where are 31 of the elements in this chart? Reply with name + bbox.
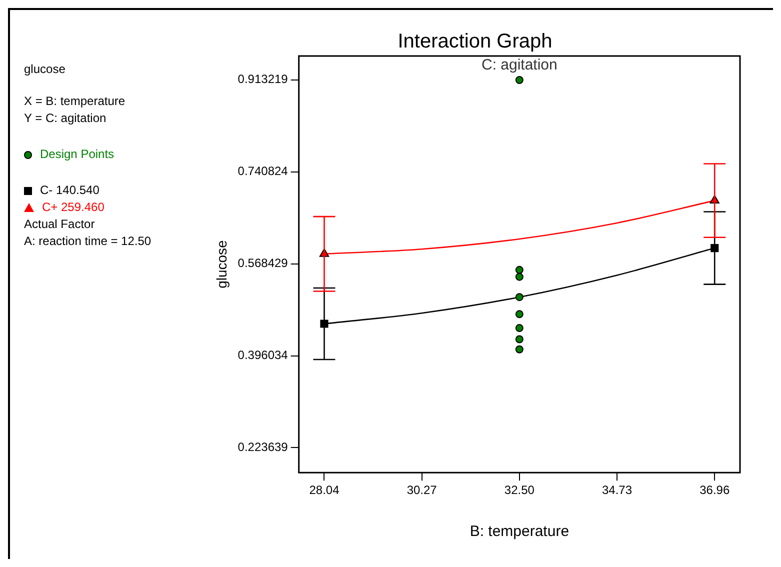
x-tick-label: 34.73 [602,483,632,498]
legend-label: Design Points [39,147,116,161]
y-tick-label: 0.913219 [238,72,288,86]
x-tick-label: 36.96 [700,483,730,498]
y-tick-label: 0.568429 [238,256,288,270]
point [515,345,524,354]
text: X = B: temperature [24,94,126,108]
y-axis-title: glucose [213,240,230,288]
x-tick-label: 32.50 [504,483,535,498]
y-tick-label: 0.740824 [238,164,288,178]
point [515,310,524,318]
y-tick-label: 0.396034 [238,348,288,362]
x-tick-label: 30.27 [406,483,438,498]
text: glucose [24,62,66,76]
point [515,293,524,302]
chart-title: Interaction Graph [398,30,552,53]
text: Y = C: agitation [24,111,108,125]
point [515,324,524,332]
point [515,335,524,344]
point [320,320,328,328]
point [515,272,524,281]
x-tick-label: 28.04 [309,483,340,498]
point [515,266,524,274]
text: Actual Factor [24,217,96,231]
chart-subtitle: C: agitation [481,56,558,74]
point [515,76,524,84]
text: A: reaction time = 12.50 [24,234,152,248]
y-tick-label: 0.223639 [238,440,288,454]
x-axis-title: B: temperature [470,523,570,540]
legend-label: C- 140.540 [39,183,100,197]
legend-label: C+ 259.460 [41,200,106,214]
